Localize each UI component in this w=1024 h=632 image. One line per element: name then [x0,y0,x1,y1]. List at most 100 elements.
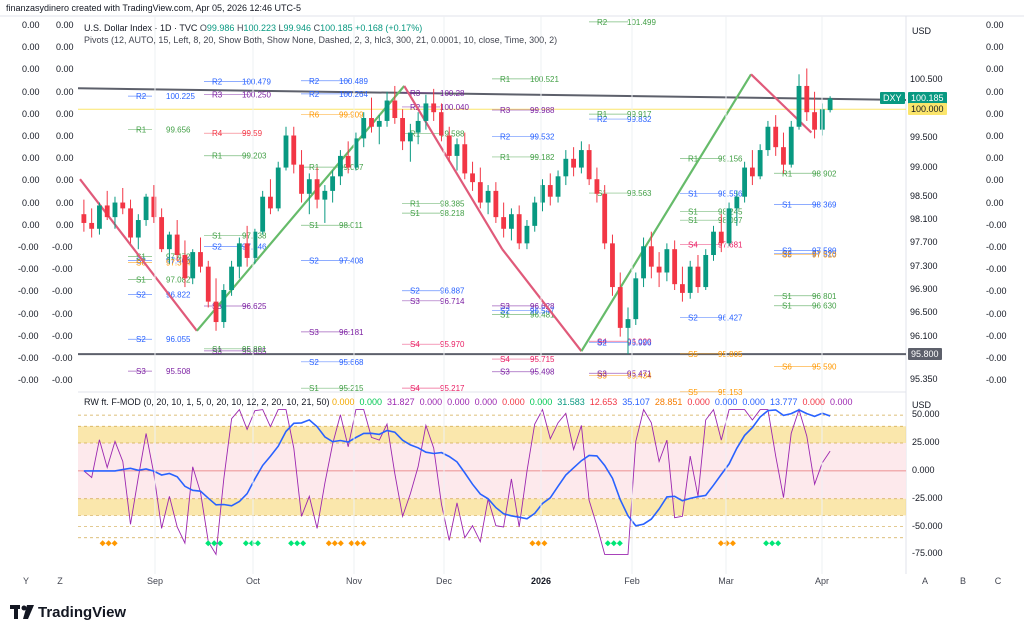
candle-body [198,252,203,267]
pivot-level-tag: S1 [136,275,146,284]
time-tick-label[interactable]: Nov [345,576,363,586]
time-tick-label[interactable]: Feb [624,576,640,586]
time-tick-label[interactable]: Oct [245,576,261,586]
pivot-level-value: 99.182 [530,153,555,162]
pivot-level-value: 95.996 [627,339,652,348]
signal-marker [242,540,249,547]
oscillator-title[interactable]: RW ft. F-MOD (0, 20, 10, 1, 5, 0, 20, 10… [84,397,330,407]
candle-body [734,196,740,209]
pivot-level-value: 95.970 [440,340,465,349]
oscillator-tick-label: -50.000 [912,520,943,531]
candle-body [509,214,514,229]
zigzag-segment [580,73,752,352]
high-label: H [236,23,244,33]
signal-marker [254,540,261,547]
right-price-scale[interactable]: USD 100.500 100.000 99.500 99.000 98.500 98.10… [906,16,1024,576]
left-zero-label-2: 0.00 [56,131,74,141]
time-tick-label[interactable]: Y [22,576,30,586]
candle-body [392,100,398,119]
candle-body [190,252,196,279]
low-value: 99.946 [283,23,312,33]
candle-body [205,266,211,302]
signal-marker [205,540,212,547]
pivot-level-tag: R3 [500,106,511,115]
right-zero-label: 0.00 [986,86,1004,97]
right-zero-label: 0.00 [986,64,1004,75]
pivot-level-tag: R4 [212,129,223,138]
pivot-level-tag: S2 [597,339,607,348]
pivot-level-tag: R1 [410,199,421,208]
candle-body [586,150,592,180]
time-tick-label[interactable]: C [994,576,1002,586]
price-tick-label: 95.350 [910,374,938,385]
time-tick-label[interactable]: B [959,576,967,586]
signal-marker [717,540,724,547]
pivot-level-tag: S3 [500,302,510,311]
pivot-level-tag: R1 [597,110,608,119]
oscillator-tick-label: 50.000 [912,409,940,420]
signal-marker [337,540,344,547]
oscillator-value: 0.000 [447,397,470,407]
pivot-level-value: 95.715 [530,355,555,364]
left-zero-label-2: 0.00 [56,86,74,97]
pivot-level-value: 97.580 [812,246,837,255]
time-tick-label[interactable]: Sep [146,576,164,586]
pivot-level-tag: S6 [136,258,146,267]
pivot-level-tag: R2 [309,77,320,86]
chart-legend: U.S. Dollar Index · 1D · TVC O99.986 H10… [84,22,557,46]
signal-marker [248,540,255,547]
time-tick-label[interactable]: 2026 [530,576,552,586]
oscillator-value: 0.000 [742,397,765,407]
candle-body [81,214,87,223]
left-zero-label: -0.00 [18,375,39,386]
pivot-level-tag: S4 [597,337,607,346]
candle-body [431,103,437,113]
oscillator-values: 0.000 0.000 31.827 0.000 0.000 0.000 0.000 0.00… [332,397,858,407]
open-value: 99.986 [206,23,235,33]
price-tick-label: 99.000 [910,161,938,172]
pivots-indicator-title[interactable]: Pivots (12, AUTO, 15, Left, 8, 20, Show … [84,35,558,45]
oscillator-blue-line [83,409,831,527]
left-zero-label: -0.00 [18,330,39,341]
high-value: 100.223 [243,23,276,33]
candle-body [174,234,180,256]
right-zero-label: -0.00 [986,308,1007,319]
time-tick-label[interactable]: A [921,576,929,586]
signal-marker [729,540,736,547]
candle-body [97,205,102,229]
time-tick-label[interactable]: Apr [814,576,830,586]
left-zero-label: -0.00 [18,353,39,363]
oscillator-value: 0.000 [502,397,525,407]
left-zero-label: 0.00 [22,20,40,30]
pivot-level-value: 96.481 [530,310,555,319]
left-zero-label: -0.00 [18,264,39,275]
pivot-level-value: 97.082 [166,275,191,284]
pivot-level-value: 96.625 [242,302,267,311]
signal-marker [616,540,623,547]
pivot-level-tag: R1 [136,125,147,134]
time-axis[interactable]: Y Z Sep Oct Nov Dec 2026 Feb Mar Apr A B C [0,574,1024,588]
time-tick-label[interactable]: Dec [435,576,453,586]
time-tick-label[interactable]: Mar [718,576,734,586]
candle-body [337,155,343,177]
pivot-level-value: 96.020 [627,337,652,346]
oscillator-tick-label: 25.000 [912,437,940,447]
pivot-level-tag: S3 [597,369,607,378]
currency-label: USD [912,26,932,36]
candle-body [330,176,336,191]
candle-body [547,185,553,197]
pivot-level-tag: S1 [500,310,510,319]
pivot-level-value: 99.156 [718,154,743,163]
pivot-level-value: 96.547 [530,307,555,316]
candle-body [182,255,188,279]
pivot-level-tag: S1 [688,189,698,198]
symbol-title[interactable]: U.S. Dollar Index · 1D · TVC [84,23,198,33]
pivot-level-tag: S2 [309,358,319,367]
left-zero-label: 0.00 [22,108,40,119]
pivot-level-tag: R6 [309,111,320,120]
signal-marker [775,540,782,547]
left-zero-scale: 0.00 0.00 0.00 0.00 0.00 0.00 0.00 0.00 0.00 0.00… [0,16,78,392]
left-zero-label: -0.00 [18,242,39,252]
time-tick-label[interactable]: Z [57,576,63,586]
